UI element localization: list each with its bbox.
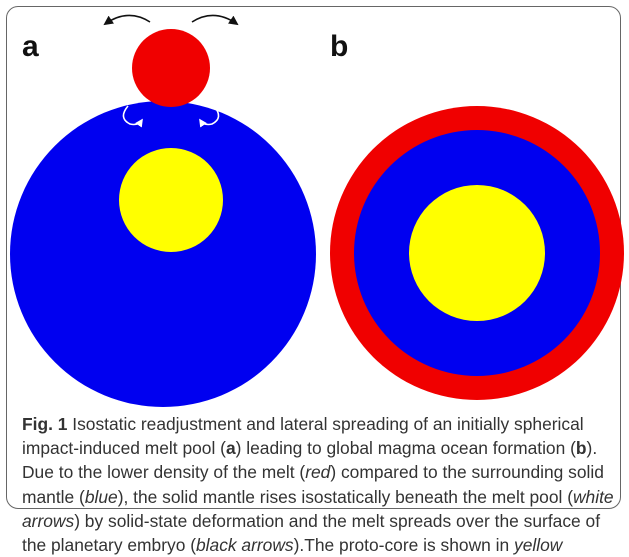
caption-text: b: [575, 438, 587, 459]
white-arrow: [122, 105, 143, 128]
figure-graphics: a b: [10, 14, 624, 407]
caption-text: ). Due to the lower density of the melt …: [22, 438, 598, 483]
black-arrow: [103, 14, 151, 26]
caption-text: ) leading to global magma ocean formatio…: [235, 438, 576, 459]
caption-text: blue: [84, 486, 118, 507]
caption-text: ).The proto-core is shown in: [293, 535, 514, 556]
page: {"figure": { "panels": [{"label": "a"}, …: [6, 6, 624, 556]
core: [119, 148, 223, 252]
white-arrow: [199, 105, 220, 128]
melt-pool: [132, 29, 210, 107]
caption: Fig. 1 Isostatic readjustment and latera…: [22, 412, 614, 557]
mantle: [10, 101, 316, 407]
panel-label: b: [330, 30, 348, 63]
caption-text: ) compared to the surrounding solid mant…: [22, 462, 604, 507]
caption-label: Fig. 1: [22, 414, 68, 434]
core: [409, 185, 545, 321]
caption-text: red: [305, 462, 331, 483]
caption-text: a: [225, 438, 236, 459]
caption-text: ), the solid mantle rises isostatically …: [117, 486, 573, 507]
caption-text: Isostatic readjustment and lateral sprea…: [22, 414, 584, 459]
panel-label: a: [22, 30, 39, 63]
caption-text: black arrows: [196, 535, 294, 556]
caption-text: yellow: [514, 535, 563, 556]
black-arrow: [191, 14, 239, 26]
